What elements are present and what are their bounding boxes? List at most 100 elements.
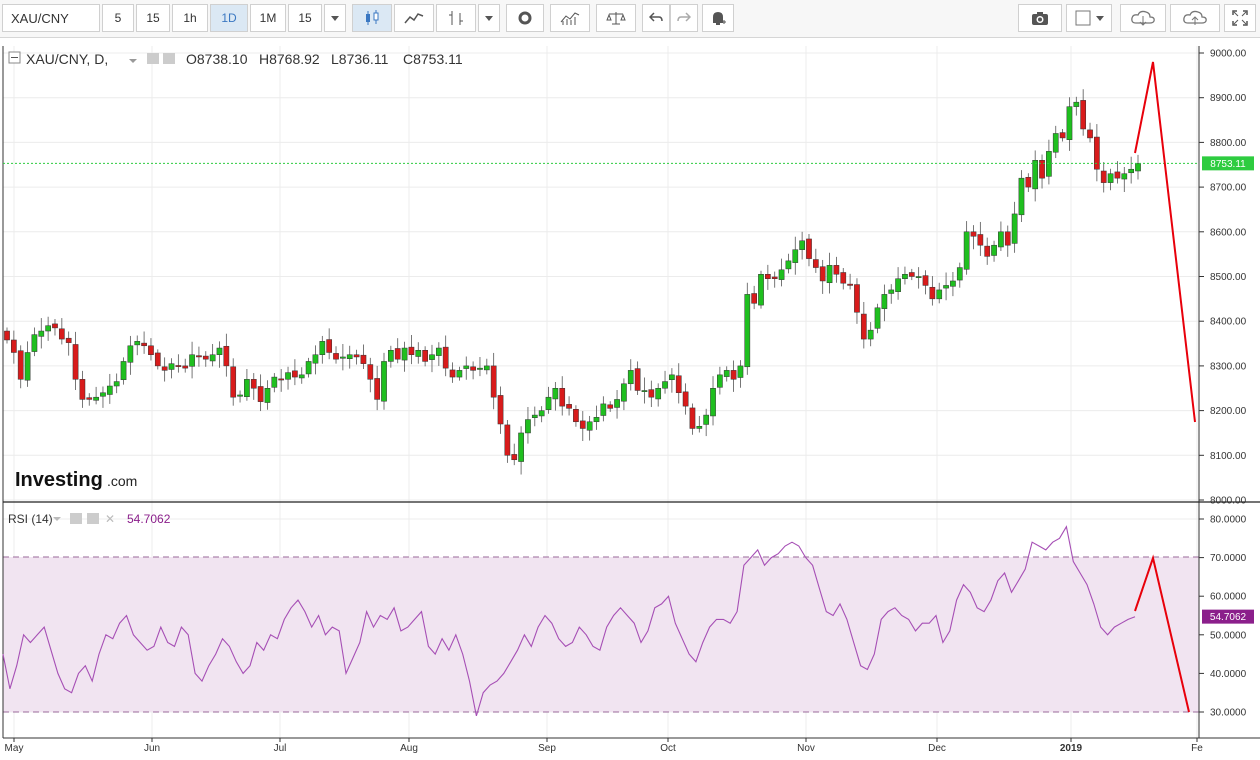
rsi-close-icon[interactable]: ✕ <box>105 512 115 526</box>
candle-body <box>525 419 531 434</box>
rsi-line <box>2 525 1136 717</box>
candles-style-button[interactable] <box>352 4 392 32</box>
candle-body <box>209 354 216 362</box>
interval-1h-button[interactable]: 1h <box>172 4 208 32</box>
layout-button[interactable] <box>1066 4 1112 32</box>
candle-body <box>511 454 518 461</box>
candle-body <box>223 345 230 367</box>
candle-body <box>31 334 38 352</box>
candle-body <box>305 361 312 375</box>
interval-15-button[interactable]: 15 <box>136 4 170 32</box>
candle-body <box>1066 106 1073 140</box>
rsi-menu-icon[interactable] <box>53 517 61 521</box>
candle-body <box>908 272 915 277</box>
price-tick-label: 8700.00 <box>1210 183 1247 194</box>
candle-body <box>292 370 298 378</box>
candle-body <box>929 286 936 300</box>
price-tick-label: 8900.00 <box>1210 93 1247 104</box>
fullscreen-button[interactable] <box>1224 4 1256 32</box>
interval-1m-button[interactable]: 1M <box>250 4 286 32</box>
candle-body <box>141 342 147 347</box>
price-tick-label: 9000.00 <box>1210 49 1247 60</box>
candle-body <box>895 278 901 292</box>
alert-button[interactable] <box>702 4 734 32</box>
redo-button[interactable] <box>670 4 698 32</box>
rsi-tick-label: 30.0000 <box>1210 708 1247 719</box>
candle-body <box>1080 100 1087 130</box>
candle-body <box>600 403 607 416</box>
candle-body <box>682 391 689 407</box>
cloud-save-button[interactable] <box>1170 4 1220 32</box>
time-tick-label: Jul <box>274 743 287 754</box>
candle-body <box>175 365 182 367</box>
rsi-settings-icon[interactable] <box>87 513 99 524</box>
chart-style-dropdown[interactable] <box>478 4 500 32</box>
compare-button[interactable] <box>596 4 636 32</box>
candle-body <box>1107 173 1114 183</box>
interval-dropdown-button[interactable] <box>324 4 346 32</box>
price-chart[interactable]: 8753.11 54.7062 9000.00 8900.00 8800.00 870… <box>0 38 1260 760</box>
price-tick-label: 8000.00 <box>1210 496 1247 507</box>
settings-button[interactable] <box>506 4 544 32</box>
symbol-field[interactable]: XAU/CNY <box>2 4 100 32</box>
time-tick-label: Dec <box>928 743 946 754</box>
candle-body <box>765 274 771 279</box>
candle-body <box>531 414 538 419</box>
camera-icon <box>1032 12 1048 25</box>
candle-body <box>93 396 99 401</box>
candle-body <box>79 379 86 400</box>
indicators-button[interactable] <box>550 4 590 32</box>
candle-body <box>792 249 799 263</box>
cloud-load-button[interactable] <box>1120 4 1166 32</box>
legend-menu-icon[interactable] <box>129 59 137 63</box>
interval-1d-button[interactable]: 1D <box>210 4 248 32</box>
candle-body <box>45 325 51 332</box>
candle-body <box>353 354 360 358</box>
candle-body <box>189 354 195 367</box>
rsi-tick-label: 60.0000 <box>1210 592 1247 603</box>
redo-icon <box>677 12 691 22</box>
candle-body <box>956 267 963 281</box>
candle-body <box>847 283 853 286</box>
candle-body <box>984 245 991 257</box>
time-tick-label: 2019 <box>1060 743 1083 754</box>
eye-icon[interactable] <box>147 53 159 64</box>
undo-button[interactable] <box>642 4 670 32</box>
candle-body <box>696 425 703 429</box>
candle-body <box>771 276 778 279</box>
candle-body <box>429 354 435 360</box>
candle-body <box>264 388 271 403</box>
interval-15-custom-button[interactable]: 15 <box>288 4 322 32</box>
price-tick-label: 8600.00 <box>1210 227 1247 238</box>
candle-body <box>860 313 867 340</box>
price-tick-label: 8100.00 <box>1210 451 1247 462</box>
candle-body <box>65 337 72 343</box>
chevron-down-icon <box>331 15 339 21</box>
bars-style-button[interactable] <box>436 4 476 32</box>
candle-body <box>298 374 305 379</box>
interval-5-button[interactable]: 5 <box>102 4 134 32</box>
price-tick-label: 8200.00 <box>1210 406 1247 417</box>
candle-body <box>202 355 209 360</box>
candle-body <box>826 265 833 284</box>
candle-body <box>833 265 840 275</box>
investing-logo: Investing .com <box>15 469 137 491</box>
settings-small-icon[interactable] <box>163 53 175 64</box>
candle-body <box>1052 133 1059 153</box>
candle-body <box>106 385 113 395</box>
candle-body <box>573 409 579 423</box>
snapshot-button[interactable] <box>1018 4 1062 32</box>
candle-body <box>655 388 662 400</box>
candle-body <box>717 374 723 388</box>
logo-suffix: .com <box>107 473 137 489</box>
rsi-forecast-annotation <box>1134 554 1190 713</box>
candle-body <box>134 341 141 346</box>
rsi-eye-icon[interactable] <box>70 513 82 524</box>
candle-body <box>196 355 202 358</box>
candle-body <box>216 347 223 355</box>
chevron-down-icon <box>485 15 493 21</box>
interval-1m-label: 1M <box>259 11 277 25</box>
ohlc-bars-icon <box>449 11 463 25</box>
line-style-button[interactable] <box>394 4 434 32</box>
